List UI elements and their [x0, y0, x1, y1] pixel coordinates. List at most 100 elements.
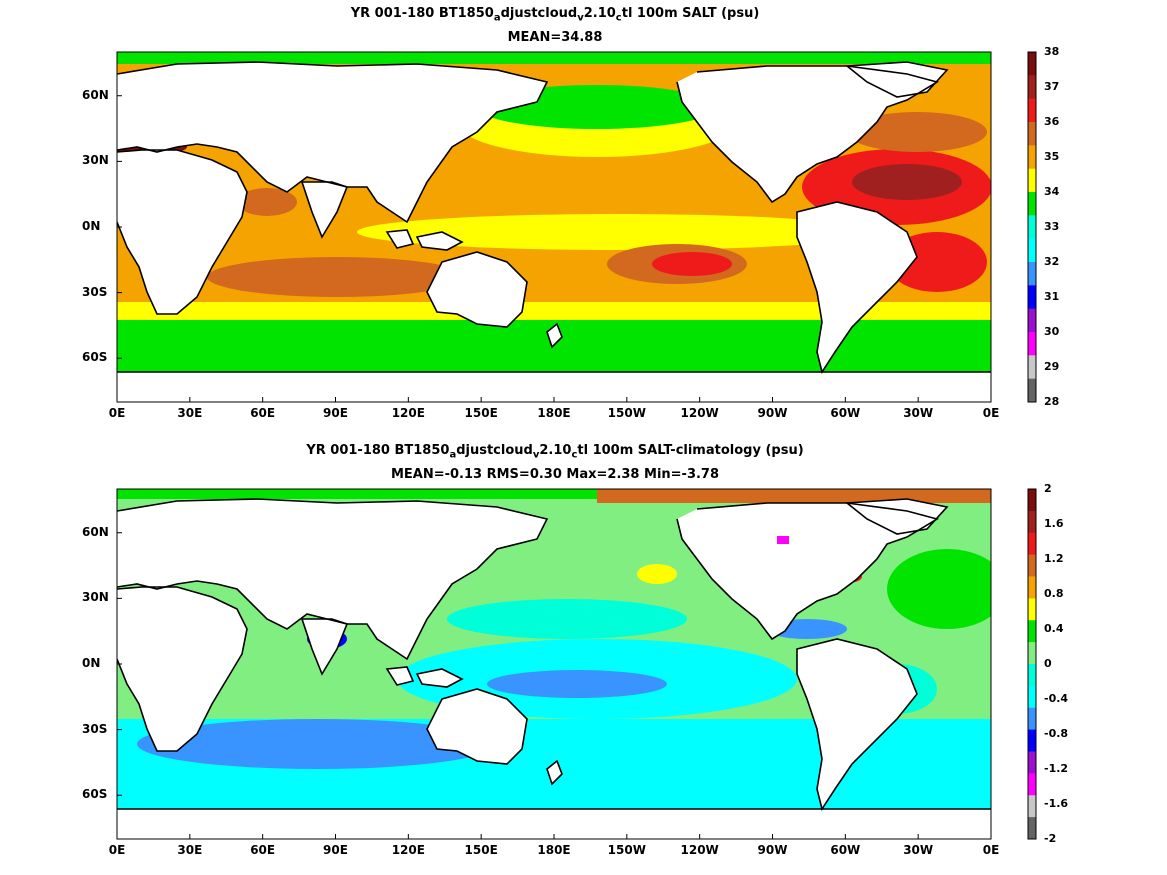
colorbar-tick-label: 29	[1044, 360, 1060, 373]
npac-aqua	[447, 599, 687, 639]
panel1-subtitle: MEAN=34.88	[507, 30, 603, 45]
y-tick-label: 30N	[82, 153, 109, 168]
panel1-title: YR 001-180 BT1850adjustcloudv2.10ctl 100…	[350, 6, 760, 24]
x-tick-label: 180E	[537, 843, 571, 857]
panel2-map	[117, 489, 991, 839]
colorbar-swatch	[1028, 332, 1036, 356]
colorbar-swatch	[1028, 285, 1036, 310]
colorbar-tick-label: 28	[1044, 395, 1060, 408]
colorbar-swatch	[1028, 664, 1036, 687]
x-tick-label: 120E	[391, 843, 425, 857]
x-tick-label: 150E	[464, 406, 498, 420]
colorbar-tick-label: -0.4	[1044, 692, 1069, 705]
x-tick-label: 0E	[982, 843, 1000, 857]
colorbar-tick-label: 34	[1044, 185, 1060, 198]
colorbar-swatch	[1028, 355, 1036, 380]
colorbar-tick-label: 36	[1044, 115, 1060, 128]
colorbar-tick-label: 0.4	[1044, 622, 1064, 635]
x-tick-label: 60W	[830, 843, 861, 857]
colorbar-tick-label: 31	[1044, 290, 1060, 303]
colorbar-tick-label: 30	[1044, 325, 1060, 338]
y-tick-label: 60N	[82, 87, 109, 102]
colorbar-swatch	[1028, 52, 1036, 76]
y-tick-label: 30S	[82, 721, 108, 736]
colorbar-swatch	[1028, 489, 1036, 512]
colorbar-frame	[1027, 488, 1037, 840]
colorbar-tick-label: 0.8	[1044, 587, 1064, 600]
colorbar-tick-label: -0.8	[1044, 727, 1069, 740]
x-tick-label: 120E	[391, 406, 425, 420]
x-tick-label: 60E	[250, 843, 276, 857]
arabian-high	[237, 188, 297, 216]
panel1-map	[117, 52, 991, 402]
x-tick-label: 150W	[607, 843, 646, 857]
colorbar-swatch	[1028, 817, 1036, 840]
hudson-magenta	[777, 536, 789, 544]
colorbar-swatch	[1028, 378, 1036, 403]
arctic-orange	[597, 489, 991, 503]
x-tick-label: 120W	[680, 843, 719, 857]
arctic-green	[117, 52, 991, 64]
y-tick-label: 30N	[82, 590, 109, 605]
colorbar-tick-label: -2	[1044, 832, 1057, 845]
colorbar-tick-label: 33	[1044, 220, 1060, 233]
colorbar-swatch	[1028, 262, 1036, 286]
x-tick-label: 60E	[250, 406, 276, 420]
x-tick-label: 90W	[757, 843, 788, 857]
colorbar-swatch	[1028, 554, 1036, 577]
colorbar-tick-label: 37	[1044, 80, 1060, 93]
arctic-green2	[117, 489, 597, 499]
colorbar-swatch	[1028, 685, 1036, 709]
south-indian-blue	[137, 719, 497, 769]
colorbar-tick-label: -1.2	[1044, 762, 1069, 775]
y-tick-label: 0N	[82, 656, 101, 670]
x-tick-label: 0E	[108, 843, 126, 857]
colorbar-tick-label: 1.2	[1044, 552, 1064, 565]
x-tick-label: 150W	[607, 406, 646, 420]
colorbar-swatch	[1028, 98, 1036, 123]
y-tick-label: 30S	[82, 284, 108, 299]
x-tick-label: 90E	[323, 406, 348, 420]
y-tick-label: 0N	[82, 219, 101, 233]
colorbar-swatch	[1028, 122, 1036, 146]
colorbar-swatch	[1028, 532, 1036, 556]
x-tick-label: 90W	[757, 406, 788, 420]
colorbar-swatch	[1028, 795, 1036, 818]
colorbar-tick-label: 1.6	[1044, 517, 1064, 530]
colorbar-swatch	[1028, 510, 1036, 534]
x-tick-label: 0E	[108, 406, 126, 420]
colorbar-tick-label: -1.6	[1044, 797, 1069, 810]
colorbar-swatch	[1028, 192, 1036, 216]
y-tick-label: 60N	[82, 524, 109, 539]
colorbar-swatch	[1028, 620, 1036, 643]
x-tick-label: 60W	[830, 406, 861, 420]
pac-blue	[487, 670, 667, 698]
colorbar-tick-label: 0	[1044, 657, 1052, 670]
spac-core	[652, 252, 732, 276]
npac-yellow2	[637, 564, 677, 584]
colorbar-swatch	[1028, 729, 1036, 752]
panel1-colorbar	[1027, 51, 1037, 403]
x-tick-label: 90E	[323, 843, 348, 857]
x-tick-label: 0E	[982, 406, 1000, 420]
colorbar-tick-label: 2	[1044, 482, 1052, 495]
natl-core	[852, 164, 962, 200]
colorbar-swatch	[1028, 707, 1036, 731]
colorbar-swatch	[1028, 75, 1036, 100]
axis-tick-marks	[116, 95, 992, 839]
x-tick-label: 180E	[537, 406, 571, 420]
colorbar-swatch	[1028, 576, 1036, 599]
indian-high	[207, 257, 467, 297]
colorbar-swatch	[1028, 145, 1036, 170]
panel2-colorbar	[1027, 488, 1037, 840]
colorbar-swatch	[1028, 642, 1036, 665]
colorbar-swatch	[1028, 751, 1036, 774]
eq-yellow	[357, 214, 877, 250]
colorbar-swatch	[1028, 215, 1036, 240]
natl-north	[847, 112, 987, 152]
colorbar-tick-label: 32	[1044, 255, 1060, 268]
colorbar-tick-label: 35	[1044, 150, 1060, 163]
colorbar-swatch	[1028, 168, 1036, 193]
colorbar-swatch	[1028, 238, 1036, 263]
